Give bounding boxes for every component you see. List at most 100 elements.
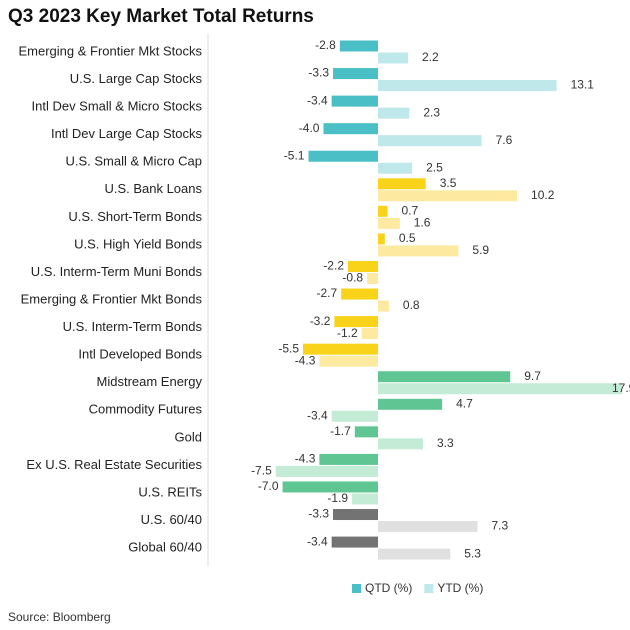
value-label: 0.5: [399, 231, 416, 245]
value-label: 5.9: [472, 243, 489, 257]
bar: [378, 178, 426, 190]
bar: [331, 410, 378, 422]
bar: [378, 548, 451, 560]
bar: [333, 68, 378, 80]
bar: [339, 40, 378, 52]
category-label: Midstream Energy: [97, 374, 203, 389]
value-label: -5.1: [284, 148, 305, 162]
category-label: Emerging & Frontier Mkt Stocks: [19, 43, 203, 58]
bar: [303, 343, 378, 355]
value-label: 1.6: [414, 216, 431, 230]
bar: [282, 481, 378, 493]
bar: [333, 509, 378, 521]
bar: [275, 465, 378, 477]
value-label: 7.3: [492, 519, 509, 533]
legend-label: QTD (%): [365, 581, 412, 595]
bar: [352, 493, 378, 505]
category-label: U.S. REITs: [138, 484, 202, 499]
value-label: -2.2: [323, 259, 344, 273]
value-label: -1.7: [330, 424, 351, 438]
category-label: U.S. Small & Micro Cap: [65, 154, 202, 169]
bar: [378, 521, 478, 533]
value-label: -1.2: [337, 326, 358, 340]
value-label: 3.5: [440, 176, 457, 190]
value-label: 13.1: [571, 78, 595, 92]
bar: [331, 536, 378, 548]
bar: [378, 300, 389, 312]
value-label: -7.5: [251, 464, 272, 478]
source-note: Source: Bloomberg: [8, 610, 111, 624]
value-label: -3.3: [308, 66, 329, 80]
legend-label: YTD (%): [437, 581, 483, 595]
category-label: Intl Dev Small & Micro Stocks: [32, 99, 203, 114]
category-label: U.S. Large Cap Stocks: [70, 71, 203, 86]
category-label: Ex U.S. Real Estate Securities: [26, 457, 202, 472]
value-label: 5.3: [464, 546, 481, 560]
value-label: -0.8: [342, 271, 363, 285]
value-label: -2.7: [317, 286, 338, 300]
bar: [331, 95, 378, 107]
bar: [378, 383, 622, 395]
bar: [367, 272, 378, 284]
category-label: Commodity Futures: [89, 402, 203, 417]
value-label: -3.4: [307, 93, 328, 107]
bar: [354, 426, 378, 438]
bar: [378, 52, 408, 64]
bar: [341, 288, 378, 300]
bar: [334, 316, 378, 328]
value-label: 9.7: [524, 369, 541, 383]
category-label: U.S. Short-Term Bonds: [68, 209, 202, 224]
value-label: -1.9: [327, 491, 348, 505]
category-label: Global 60/40: [128, 540, 202, 555]
bar: [378, 233, 385, 245]
value-label: 2.5: [426, 160, 443, 174]
bar: [378, 217, 400, 229]
bar: [378, 162, 413, 174]
value-label: -4.3: [295, 452, 316, 466]
value-label: 3.3: [437, 436, 454, 450]
category-label: U.S. Interm-Term Bonds: [63, 319, 203, 334]
value-label: -7.0: [258, 479, 279, 493]
value-label: -2.8: [315, 38, 336, 52]
bar: [378, 371, 511, 383]
legend-swatch: [352, 584, 361, 593]
value-label: -3.4: [307, 534, 328, 548]
category-label: Intl Dev Large Cap Stocks: [51, 126, 203, 141]
bar: [319, 355, 378, 367]
chart-title: Q3 2023 Key Market Total Returns: [8, 6, 314, 27]
value-label: -4.0: [299, 121, 320, 135]
value-label: 2.3: [423, 105, 440, 119]
value-label: -3.2: [310, 314, 331, 328]
bar: [319, 453, 378, 465]
category-label: Emerging & Frontier Mkt Bonds: [21, 291, 203, 306]
category-label: U.S. Interm-Term Muni Bonds: [31, 264, 203, 279]
category-label: Gold: [175, 429, 202, 444]
value-label: 10.2: [531, 188, 555, 202]
category-label: U.S. High Yield Bonds: [74, 236, 202, 251]
value-label: -4.3: [295, 353, 316, 367]
value-label: 2.2: [422, 50, 439, 64]
bar: [378, 135, 482, 147]
value-label: 4.7: [456, 396, 473, 410]
category-label: U.S. Bank Loans: [104, 181, 202, 196]
bar: [378, 190, 518, 202]
value-label: -5.5: [278, 341, 299, 355]
value-label: 17.9: [612, 381, 630, 395]
bar: [323, 123, 378, 135]
bar: [378, 438, 423, 450]
category-label: U.S. 60/40: [141, 512, 202, 527]
bar: [378, 398, 443, 410]
bar: [308, 150, 378, 162]
bar: [378, 245, 459, 257]
bar: [348, 260, 378, 272]
bar: [361, 328, 378, 340]
value-label: 7.6: [496, 133, 513, 147]
legend-swatch: [424, 584, 434, 593]
value-label: 0.8: [403, 298, 420, 312]
value-label: -3.4: [307, 408, 328, 422]
bar: [378, 80, 557, 92]
bar: [378, 205, 388, 217]
bar: [378, 107, 410, 119]
value-label: 0.7: [402, 204, 419, 218]
